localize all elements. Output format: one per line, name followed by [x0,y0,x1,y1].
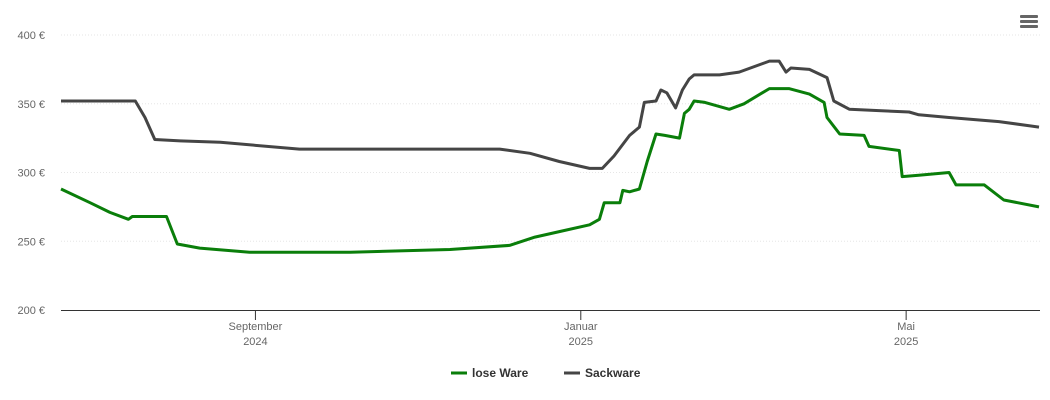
x-tick-label: Januar [564,321,598,333]
legend-text: lose Ware [472,366,529,380]
y-tick-label: 300 € [17,168,45,180]
x-tick-label: 2025 [894,336,918,348]
legend-item[interactable]: Sackware [564,366,641,380]
x-tick-label: September [229,321,283,333]
legend-text: Sackware [585,366,641,380]
series-line [61,59,1040,170]
y-tick-label: 350 € [17,99,45,111]
y-tick-label: 400 € [17,30,45,42]
menu-bar [1020,25,1038,28]
x-tick-label: Mai [897,321,915,333]
menu-button[interactable] [1020,15,1038,28]
y-tick-label: 200 € [17,305,45,317]
menu-bar [1020,15,1038,18]
x-tick-label: 2025 [569,336,593,348]
legend-item[interactable]: lose Ware [451,366,529,380]
menu-bar [1020,20,1038,23]
y-tick-label: 250 € [17,236,45,248]
series-line [60,87,1040,254]
x-tick-label: 2024 [243,336,267,348]
